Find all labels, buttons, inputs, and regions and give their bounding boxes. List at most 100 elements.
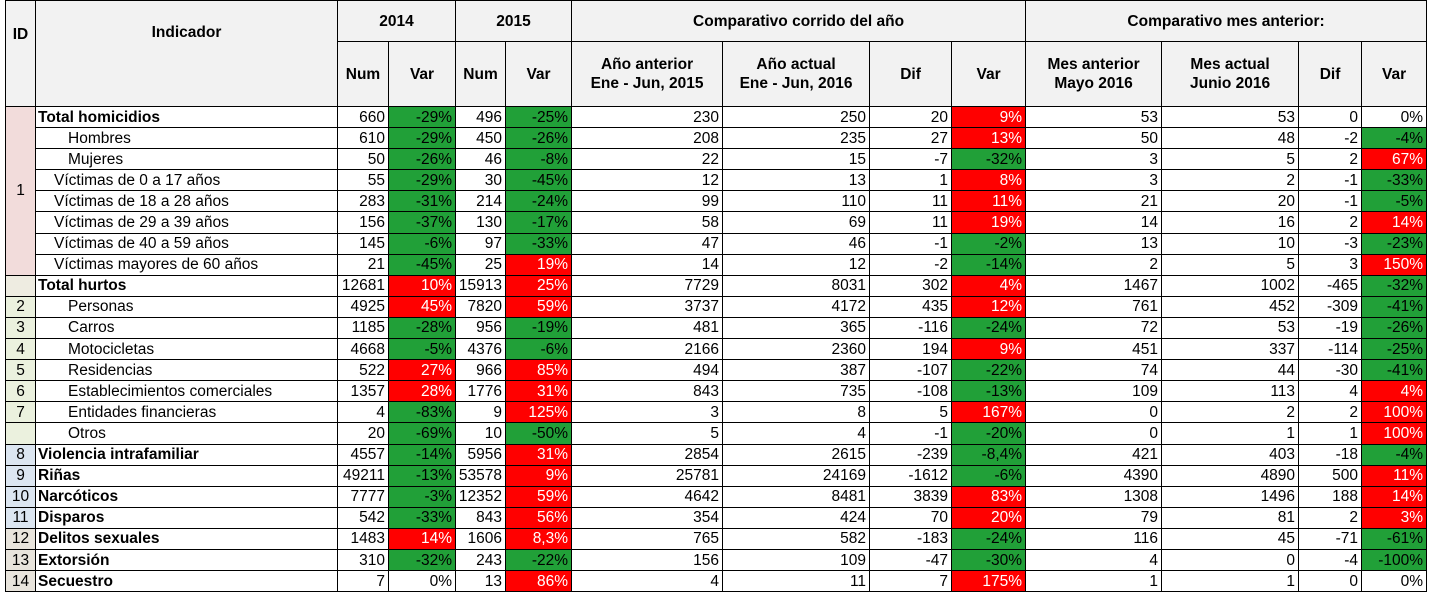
dif-mes-cell: 188 bbox=[1298, 485, 1363, 508]
var-2015-cell: 56% bbox=[505, 506, 573, 529]
indicator-name: Carros bbox=[35, 316, 338, 340]
indicator-name: Entidades financieras bbox=[35, 401, 338, 424]
dif-mes-cell: -2 bbox=[1298, 127, 1363, 150]
num-2014-cell: 4925 bbox=[337, 295, 389, 318]
var-mes-cell: -41% bbox=[1361, 295, 1428, 318]
mes-anterior-value-cell: 4390 bbox=[1025, 464, 1163, 487]
num-2015-cell: 7820 bbox=[455, 295, 507, 318]
dif-mes-cell: -30 bbox=[1298, 359, 1363, 382]
anio-actual-value-cell: 24169 bbox=[722, 464, 871, 487]
anio-actual-value-cell: 4 bbox=[722, 422, 871, 445]
var-2014-cell: 28% bbox=[387, 380, 457, 403]
mes-actual-value-cell: 113 bbox=[1161, 380, 1300, 403]
dif-mes-cell: 1 bbox=[1298, 422, 1363, 445]
table-row: 6 Establecimientos comerciales 1357 28% 1776… bbox=[5, 380, 1428, 403]
dif-mes-cell: 2 bbox=[1298, 506, 1363, 529]
var-corrido-cell: 83% bbox=[951, 485, 1027, 508]
mes-anterior-value-cell: 109 bbox=[1025, 380, 1163, 403]
mes-actual-value-cell: 45 bbox=[1161, 527, 1300, 550]
anio-anterior-value-cell: 3 bbox=[571, 401, 724, 424]
mes-actual-value-cell: 4890 bbox=[1161, 464, 1300, 487]
table-row: Total hurtos 12681 10% 15913 25% 7729 8031 302 4… bbox=[5, 274, 1428, 297]
indicator-name: Establecimientos comerciales bbox=[35, 380, 338, 403]
anio-anterior-value-cell: 208 bbox=[571, 127, 724, 150]
anio-actual-value-cell: 365 bbox=[722, 316, 871, 340]
table-row: Víctimas de 18 a 28 años 283 -31% 214 -24% 99… bbox=[6, 190, 1428, 213]
dif-corrido-cell: 1 bbox=[869, 169, 953, 192]
row-id bbox=[5, 274, 36, 297]
var-2015-cell: 125% bbox=[505, 401, 573, 424]
var-corrido-cell: -6% bbox=[951, 464, 1027, 487]
anio-anterior-value-cell: 22 bbox=[571, 148, 724, 171]
anio-actual-value-cell: 12 bbox=[722, 253, 871, 276]
anio-actual-value-cell: 46 bbox=[722, 232, 871, 255]
table-row: 3 Carros 1185 -28% 956 -19% 481 365 -116 -24% 72 53… bbox=[5, 316, 1428, 340]
dif-mes-cell: -465 bbox=[1298, 274, 1363, 297]
var-mes-cell: 11% bbox=[1361, 464, 1428, 487]
var-2015-cell: -26% bbox=[505, 127, 573, 150]
var-corrido-cell: -24% bbox=[951, 316, 1027, 340]
indicator-name: Delitos sexuales bbox=[35, 527, 338, 550]
anio-anterior-label: Año anterior bbox=[600, 56, 694, 73]
mes-actual-value-cell: 5 bbox=[1161, 253, 1300, 276]
anio-actual-value-cell: 15 bbox=[722, 148, 871, 171]
var-2014-cell: -3% bbox=[387, 485, 457, 508]
indicator-name: Total homicidios bbox=[35, 105, 338, 129]
var-corrido-cell: -24% bbox=[951, 527, 1027, 550]
table-header: ID Indicador 2014 2015 Comparativo corri… bbox=[5, 0, 1428, 107]
table-row: Víctimas mayores de 60 años 21 -45% 25 19% 14… bbox=[6, 253, 1428, 276]
row-id: 3 bbox=[5, 316, 36, 340]
mes-actual-value-cell: 337 bbox=[1161, 338, 1300, 361]
indicator-name: Violencia intrafamiliar bbox=[35, 443, 338, 466]
num-2014-cell: 542 bbox=[337, 506, 389, 529]
indicator-name: Víctimas de 0 a 17 años bbox=[35, 169, 338, 192]
anio-actual-range: Ene - Jun, 2016 bbox=[739, 75, 853, 92]
table-row: 2 Personas 4925 45% 7820 59% 3737 4172 435 12% 761… bbox=[5, 295, 1428, 318]
mes-anterior-value-cell: 1467 bbox=[1025, 274, 1163, 297]
num-2014-cell: 522 bbox=[337, 359, 389, 382]
mes-anterior-value-cell: 53 bbox=[1025, 105, 1163, 129]
row-id: 4 bbox=[5, 338, 36, 361]
anio-actual-value-cell: 11 bbox=[722, 570, 871, 593]
indicator-name: Mujeres bbox=[35, 148, 338, 171]
var-2015-cell: 59% bbox=[505, 485, 573, 508]
var-corrido-cell: -14% bbox=[951, 253, 1027, 276]
mes-anterior-value-cell: 0 bbox=[1025, 422, 1163, 445]
anio-anterior-value-cell: 3737 bbox=[571, 295, 724, 318]
mes-actual-value-cell: 5 bbox=[1161, 148, 1300, 171]
num-2015-cell: 956 bbox=[455, 316, 507, 340]
mes-anterior-value-cell: 1308 bbox=[1025, 485, 1163, 508]
num-2014-cell: 21 bbox=[337, 253, 389, 276]
mes-actual-value-cell: 2 bbox=[1161, 169, 1300, 192]
var-2015-cell: -45% bbox=[505, 169, 573, 192]
var-2014-cell: -33% bbox=[387, 506, 457, 529]
num-2014-cell: 145 bbox=[337, 232, 389, 255]
dif-mes-cell: 2 bbox=[1298, 211, 1363, 234]
var-mes-cell: -25% bbox=[1361, 338, 1428, 361]
num-2014-cell: 4 bbox=[337, 401, 389, 424]
num-2014-cell: 50 bbox=[337, 148, 389, 171]
dif-mes-cell: 0 bbox=[1298, 570, 1363, 593]
row-id: 6 bbox=[5, 380, 36, 403]
table-row: 10 Narcóticos 7777 -3% 12352 59% 4642 8481 3839 8… bbox=[5, 485, 1428, 508]
mes-actual-name: Junio 2016 bbox=[1189, 75, 1271, 92]
anio-actual-value-cell: 424 bbox=[722, 506, 871, 529]
table-row: 7 Entidades financieras 4 -83% 9 125% 3 8 5 167% 0… bbox=[5, 401, 1428, 424]
row-id: 7 bbox=[5, 401, 36, 424]
num-2015-cell: 843 bbox=[455, 506, 507, 529]
table-row: Otros 20 -69% 10 -50% 5 4 -1 -20% 0 1 1 100% bbox=[5, 422, 1428, 445]
var-2015-cell: -19% bbox=[505, 316, 573, 340]
var-mes-cell: 100% bbox=[1361, 422, 1428, 445]
var-2015-cell: -33% bbox=[505, 232, 573, 255]
num-2015-cell: 5956 bbox=[455, 443, 507, 466]
num-2015-cell: 214 bbox=[455, 190, 507, 213]
var-2014-cell: -5% bbox=[387, 338, 457, 361]
var-mes-cell: -100% bbox=[1361, 548, 1428, 572]
var-2015-cell: 59% bbox=[505, 295, 573, 318]
col-header-num-2015: Num bbox=[455, 41, 507, 107]
crime-indicators-table: ID Indicador 2014 2015 Comparativo corri… bbox=[5, 0, 1428, 593]
var-corrido-cell: -30% bbox=[951, 548, 1027, 572]
num-2014-cell: 156 bbox=[337, 211, 389, 234]
var-corrido-cell: -8,4% bbox=[951, 443, 1027, 466]
num-2015-cell: 53578 bbox=[455, 464, 507, 487]
